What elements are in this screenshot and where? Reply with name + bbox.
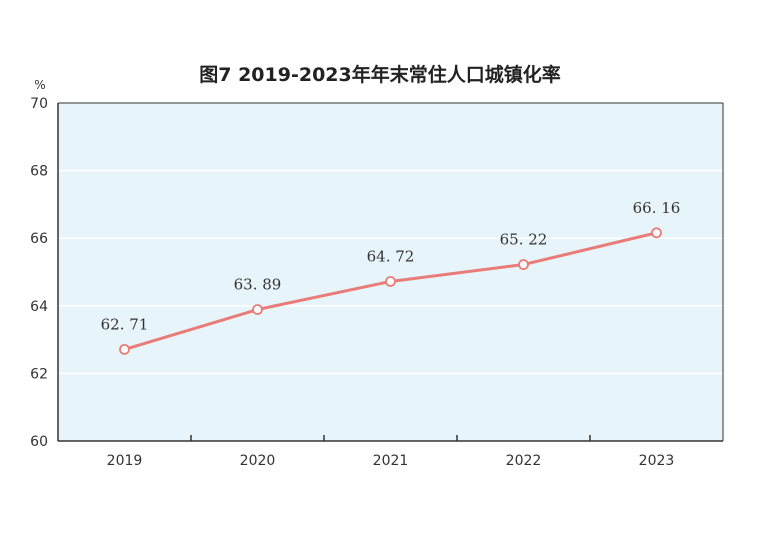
chart-title: 图7 2019-2023年年末常住人口城镇化率 [199, 64, 561, 86]
y-tick-label-60: 60 [30, 434, 48, 450]
x-tick-label-2020: 2020 [240, 453, 276, 469]
data-label-2020: 63. 89 [234, 276, 282, 294]
y-tick-label-68: 68 [30, 164, 48, 180]
x-tick-label-2023: 2023 [639, 453, 675, 469]
data-point-2022 [518, 259, 529, 270]
y-tick-label-70: 70 [30, 96, 48, 112]
plot-area [58, 103, 723, 441]
data-label-2022: 65. 22 [500, 231, 548, 249]
y-tick-label-66: 66 [30, 231, 48, 247]
y-tick-label-64: 64 [30, 299, 48, 315]
data-point-2023 [651, 227, 662, 239]
data-point-2021 [385, 276, 396, 287]
y-tick-label-62: 62 [30, 366, 48, 382]
data-label-2023: 66. 16 [633, 199, 681, 217]
x-tick-label-2021: 2021 [373, 453, 409, 469]
data-label-2021: 64. 72 [367, 247, 415, 265]
x-tick-label-2019: 2019 [107, 453, 143, 469]
data-point-2019 [119, 344, 130, 355]
y-axis-unit: % [34, 78, 45, 92]
x-tick-label-2022: 2022 [506, 453, 542, 469]
data-label-2019: 62. 71 [101, 315, 149, 333]
data-point-2020 [252, 304, 263, 315]
